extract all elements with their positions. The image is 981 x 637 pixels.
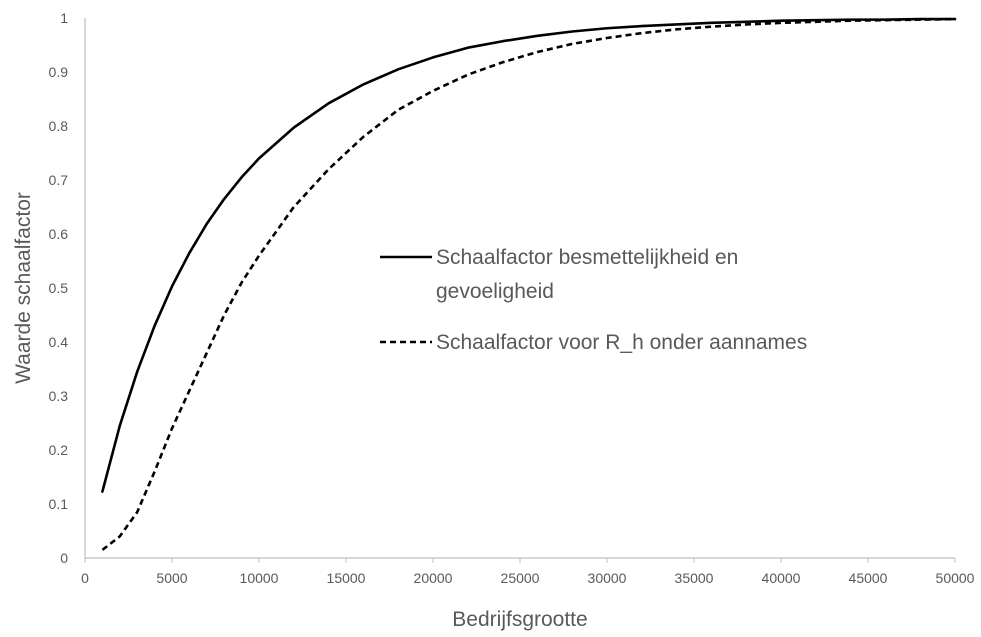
y-tick-label: 0.6 [49,226,69,242]
x-axis-title: Bedrijfsgrootte [452,608,587,631]
y-axis-title: Waarde schaalfactor [12,192,35,384]
y-tick-label: 0.3 [49,388,69,404]
y-tick-label: 0.1 [49,496,69,512]
y-tick-label: 0.8 [49,118,69,134]
x-tick-label: 35000 [675,570,714,586]
y-tick-label: 0.5 [49,280,69,296]
x-tick-label: 40000 [762,570,801,586]
series-line-solid [101,17,957,493]
y-tick-label: 1 [60,10,68,26]
axes [84,18,956,563]
tick-labels: 0 5000 10000 15000 20000 25000 30000 35000 40000… [49,10,975,586]
x-tick-label: 20000 [414,570,453,586]
series-lines [101,17,957,551]
y-tick-label: 0.9 [49,64,69,80]
x-tick-label: 50000 [936,570,975,586]
legend: Schaalfactor besmettelijkheid en gevoelig… [380,246,807,354]
x-tick-label: 45000 [849,570,888,586]
legend-label: Schaalfactor voor R_h onder aannames [436,331,807,354]
x-tick-label: 15000 [327,570,366,586]
y-tick-label: 0.4 [49,334,69,350]
x-tick-label: 25000 [501,570,540,586]
x-tick-label: 10000 [240,570,279,586]
x-tick-label: 30000 [588,570,627,586]
y-tick-label: 0 [60,550,68,566]
y-tick-label: 0.2 [49,442,69,458]
series-line-dashed [101,17,956,551]
legend-label: Schaalfactor besmettelijkheid en gevoelig… [436,246,738,303]
x-tick-label: 0 [81,570,89,586]
x-tick-label: 5000 [156,570,187,586]
y-tick-label: 0.7 [49,172,69,188]
